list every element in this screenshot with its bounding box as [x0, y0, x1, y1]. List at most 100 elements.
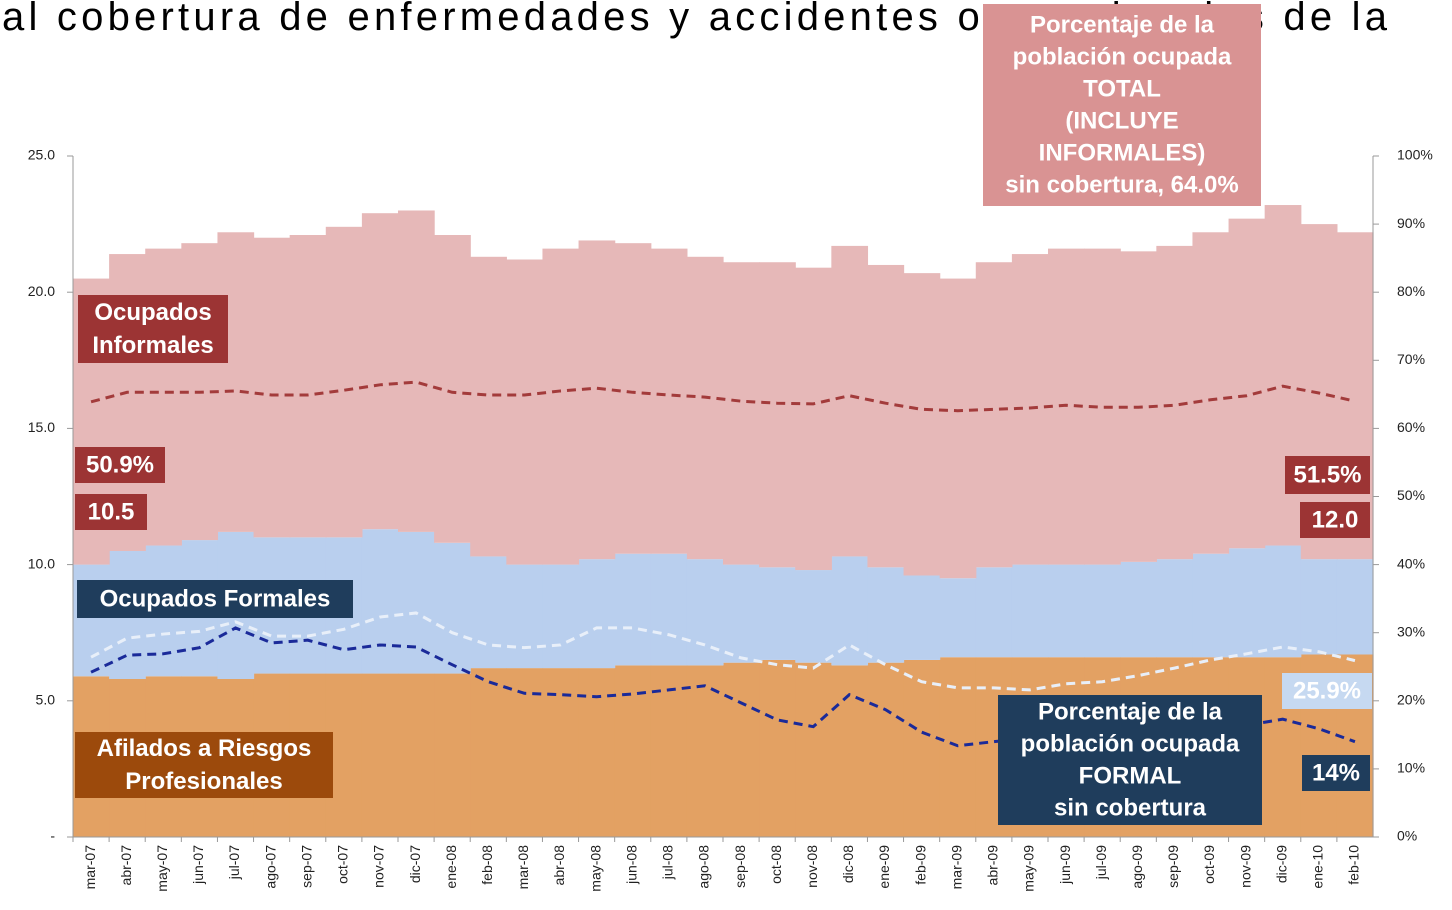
- y-tick-label: 5.0: [36, 692, 56, 708]
- annotation-box: [75, 732, 333, 798]
- x-tick-label: oct-09: [1201, 845, 1217, 884]
- area-segment: [1264, 205, 1302, 546]
- annotation: 10.5: [75, 494, 147, 530]
- area-segment: [470, 556, 507, 669]
- area-segment: [578, 240, 616, 560]
- area-segment: [686, 559, 724, 666]
- area-segment: [1228, 218, 1266, 549]
- x-tick-label: dic-07: [407, 845, 423, 883]
- x-tick-label: ago-08: [696, 845, 712, 889]
- area-segment: [434, 673, 471, 837]
- annotation-text: FORMAL: [1079, 762, 1182, 789]
- area-segment: [650, 248, 688, 554]
- annotation: 50.9%: [75, 447, 165, 483]
- y-tick-label: 25.0: [28, 147, 55, 163]
- annotation-text: sin cobertura: [1054, 794, 1207, 821]
- area-segment: [723, 662, 760, 837]
- dashed-line: [90, 611, 1356, 692]
- area-segment: [470, 256, 507, 557]
- area-segment: [903, 273, 941, 576]
- x-tick-label: sep-08: [732, 845, 748, 888]
- y2-tick-label: 60%: [1397, 419, 1425, 435]
- y2-tick-label: 90%: [1397, 215, 1425, 231]
- annotation-text: 51.5%: [1293, 461, 1361, 488]
- x-tick-label: nov-08: [804, 845, 820, 888]
- x-tick-label: dic-08: [840, 845, 856, 883]
- x-tick-label: may-09: [1021, 845, 1037, 892]
- area-segment: [614, 553, 652, 666]
- y-tick-label: 15.0: [28, 419, 55, 435]
- area-segment: [361, 213, 399, 530]
- area-segment: [1300, 559, 1338, 655]
- annotation-box: [77, 580, 353, 618]
- area-segment: [1156, 245, 1194, 560]
- area-segment: [1192, 232, 1230, 554]
- x-tick-label: oct-08: [768, 845, 784, 884]
- x-tick-label: ene-08: [443, 845, 459, 889]
- x-tick-label: feb-09: [912, 845, 928, 885]
- area-segment: [434, 542, 471, 674]
- area-segment: [398, 531, 435, 674]
- x-tick-label: sep-07: [298, 845, 314, 888]
- y2-tick-label: 100%: [1397, 147, 1433, 163]
- area-segment: [1264, 545, 1302, 658]
- annotation-text: Porcentaje de la: [1030, 11, 1215, 38]
- area-segment: [759, 659, 796, 837]
- annotation: Ocupados Informales: [78, 295, 228, 363]
- annotation-text: 14%: [1312, 759, 1360, 786]
- area-segment: [650, 553, 688, 666]
- x-tick-label: nov-07: [371, 845, 387, 888]
- area-segment: [975, 262, 1013, 568]
- annotation-text: 12.0: [1312, 506, 1359, 533]
- area-segment: [903, 575, 941, 660]
- area-segment: [867, 662, 905, 837]
- area-segment: [542, 564, 580, 669]
- area-segment: [1084, 564, 1121, 658]
- x-tick-label: may-08: [587, 845, 603, 892]
- area-segment: [686, 256, 724, 560]
- y2-tick-label: 0%: [1397, 828, 1417, 844]
- x-tick-label: ene-09: [876, 845, 892, 889]
- x-tick-label: abr-09: [985, 845, 1001, 886]
- area-segment: [506, 564, 544, 669]
- x-tick-label: mar-07: [82, 845, 98, 890]
- area-segment: [361, 529, 399, 674]
- annotation: 25.9%: [1282, 673, 1372, 709]
- x-tick-label: ago-07: [262, 845, 278, 889]
- dashed-line: [90, 380, 1356, 413]
- x-tick-label: feb-10: [1346, 845, 1362, 885]
- area-segment: [650, 665, 688, 837]
- area-segment: [325, 226, 363, 538]
- x-tick-label: abr-08: [551, 845, 567, 886]
- area-segment: [795, 267, 832, 571]
- area-segment: [1156, 559, 1194, 658]
- annotation-box: [998, 695, 1262, 825]
- area-segment: [217, 232, 255, 532]
- annotation-box: [75, 494, 147, 530]
- annotation-box: [1302, 755, 1370, 791]
- area-segment: [578, 668, 616, 837]
- area-segment: [1228, 548, 1266, 658]
- annotation: 14%: [1302, 755, 1370, 791]
- y2-tick-label: 40%: [1397, 555, 1425, 571]
- x-tick-label: oct-07: [335, 845, 351, 884]
- annotation-box: [78, 295, 228, 363]
- x-tick-label: jul-08: [660, 845, 676, 880]
- annotation-box: [75, 447, 165, 483]
- annotation-text: Informales: [92, 332, 213, 359]
- x-tick-label: jun-09: [1057, 845, 1073, 885]
- y2-tick-label: 20%: [1397, 692, 1425, 708]
- x-tick-label: nov-09: [1237, 845, 1253, 888]
- annotation-text: población ocupada: [1021, 730, 1240, 757]
- area-segment: [506, 259, 544, 565]
- x-tick-label: feb-08: [479, 845, 495, 885]
- area-segment: [1336, 559, 1374, 655]
- area-segment: [542, 248, 580, 565]
- x-tick-label: mar-09: [948, 845, 964, 890]
- annotation-box: [983, 4, 1261, 206]
- area-segment: [361, 673, 399, 837]
- x-tick-label: abr-07: [118, 845, 134, 886]
- annotation-text: Ocupados Formales: [100, 585, 331, 612]
- annotation-text: (INCLUYE: [1065, 107, 1178, 134]
